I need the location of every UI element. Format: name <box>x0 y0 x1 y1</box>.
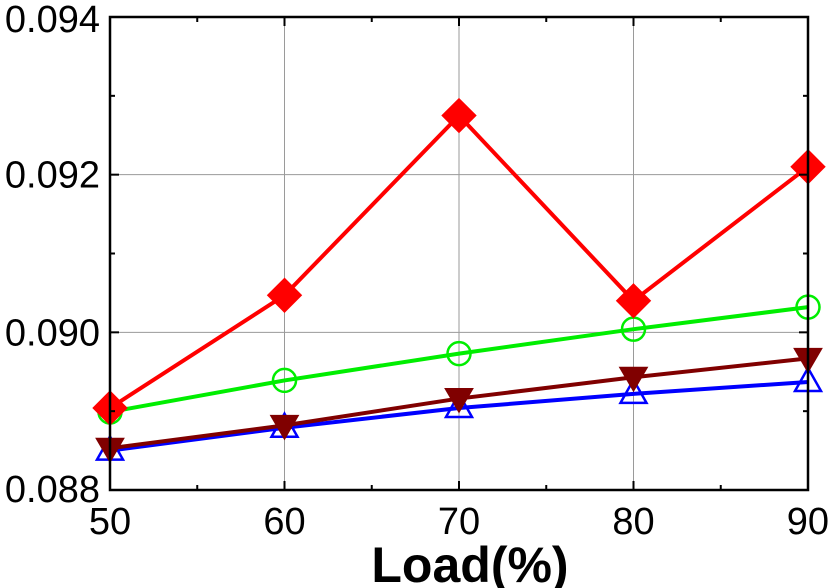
y-tick-label: 0.094 <box>5 0 100 41</box>
x-tick-labels: 50 60 70 80 90 <box>89 501 829 543</box>
data-point-triangle-up <box>443 391 475 419</box>
data-point-triangle-down <box>269 414 300 441</box>
data-point-triangle-down <box>618 366 649 393</box>
data-point-circle <box>271 367 298 394</box>
x-tick-label: 70 <box>438 501 480 543</box>
data-point-triangle-down <box>444 388 474 414</box>
x-tick-label: 90 <box>787 501 829 543</box>
x-tick-label: 80 <box>612 501 654 543</box>
grid-lines <box>110 17 808 490</box>
data-point-circle <box>446 340 472 367</box>
data-point-diamond <box>266 277 303 313</box>
x-tick-label: 50 <box>89 501 131 543</box>
y-tick-labels: 0.088 0.090 0.092 0.094 <box>5 0 100 511</box>
tick-marks <box>109 16 809 491</box>
y-tick-label: 0.092 <box>5 155 100 197</box>
y-tick-label: 0.090 <box>5 312 100 354</box>
data-point-triangle-up <box>618 377 649 405</box>
x-axis-title: Load(%) <box>371 537 568 588</box>
data-point-diamond <box>441 97 477 134</box>
x-tick-label: 60 <box>263 501 305 543</box>
data-point-diamond <box>615 283 652 319</box>
y-tick-label: 0.088 <box>5 469 100 511</box>
series-line <box>109 305 809 414</box>
